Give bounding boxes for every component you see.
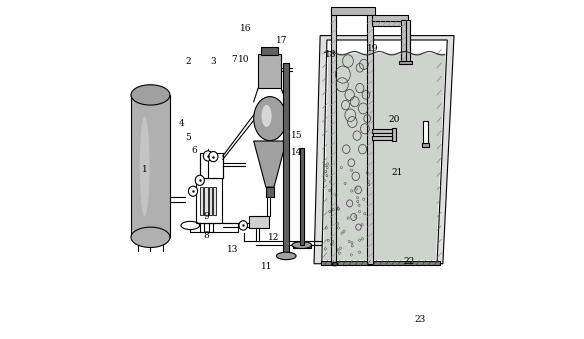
Polygon shape — [322, 40, 447, 262]
Ellipse shape — [239, 221, 248, 230]
Polygon shape — [323, 53, 446, 260]
Text: 22: 22 — [404, 257, 415, 266]
Text: 1: 1 — [142, 165, 147, 174]
FancyBboxPatch shape — [283, 63, 289, 256]
FancyBboxPatch shape — [401, 20, 405, 63]
FancyBboxPatch shape — [301, 148, 304, 245]
Ellipse shape — [332, 262, 338, 266]
FancyBboxPatch shape — [372, 15, 408, 21]
FancyBboxPatch shape — [372, 136, 394, 140]
Text: 18: 18 — [325, 50, 336, 59]
FancyBboxPatch shape — [200, 187, 203, 215]
FancyBboxPatch shape — [392, 128, 397, 141]
Ellipse shape — [131, 227, 170, 247]
FancyBboxPatch shape — [213, 187, 217, 215]
Polygon shape — [253, 141, 286, 187]
Ellipse shape — [262, 105, 272, 127]
FancyBboxPatch shape — [405, 20, 411, 63]
Text: 14: 14 — [291, 148, 302, 157]
Text: 17: 17 — [276, 36, 287, 45]
FancyBboxPatch shape — [249, 216, 269, 228]
Ellipse shape — [208, 152, 218, 162]
FancyBboxPatch shape — [266, 187, 274, 197]
Text: 12: 12 — [267, 233, 279, 242]
FancyBboxPatch shape — [190, 223, 238, 232]
Ellipse shape — [292, 242, 312, 248]
Text: 16: 16 — [239, 24, 251, 33]
FancyBboxPatch shape — [208, 187, 212, 215]
Ellipse shape — [276, 252, 296, 260]
FancyBboxPatch shape — [261, 47, 279, 55]
FancyBboxPatch shape — [131, 95, 170, 237]
FancyBboxPatch shape — [331, 8, 336, 264]
Ellipse shape — [203, 151, 213, 161]
FancyBboxPatch shape — [331, 7, 375, 15]
Text: 21: 21 — [391, 168, 403, 177]
Text: 9: 9 — [204, 213, 210, 221]
Text: 13: 13 — [227, 245, 238, 254]
Ellipse shape — [253, 97, 286, 141]
Text: 7: 7 — [231, 55, 237, 64]
FancyBboxPatch shape — [372, 129, 394, 133]
Text: 15: 15 — [291, 131, 303, 140]
Text: 4: 4 — [179, 119, 185, 128]
Text: 2: 2 — [186, 57, 192, 65]
Text: 20: 20 — [389, 115, 400, 124]
FancyBboxPatch shape — [321, 261, 440, 265]
Ellipse shape — [195, 175, 204, 185]
FancyBboxPatch shape — [293, 245, 311, 248]
FancyBboxPatch shape — [399, 61, 412, 64]
FancyBboxPatch shape — [258, 54, 281, 88]
Text: 8: 8 — [204, 231, 210, 240]
Text: 19: 19 — [367, 44, 378, 53]
FancyBboxPatch shape — [372, 21, 408, 26]
Text: 5: 5 — [185, 133, 191, 142]
FancyBboxPatch shape — [422, 143, 429, 147]
FancyBboxPatch shape — [367, 8, 373, 264]
Text: 10: 10 — [238, 55, 249, 64]
Ellipse shape — [189, 186, 197, 196]
Ellipse shape — [140, 116, 150, 216]
Text: 23: 23 — [414, 315, 425, 324]
Text: 11: 11 — [261, 262, 272, 271]
Text: 6: 6 — [192, 146, 197, 155]
Polygon shape — [314, 36, 454, 264]
Ellipse shape — [181, 221, 200, 230]
Ellipse shape — [131, 85, 170, 105]
FancyBboxPatch shape — [204, 187, 207, 215]
FancyBboxPatch shape — [423, 121, 428, 145]
Text: 3: 3 — [211, 57, 216, 65]
